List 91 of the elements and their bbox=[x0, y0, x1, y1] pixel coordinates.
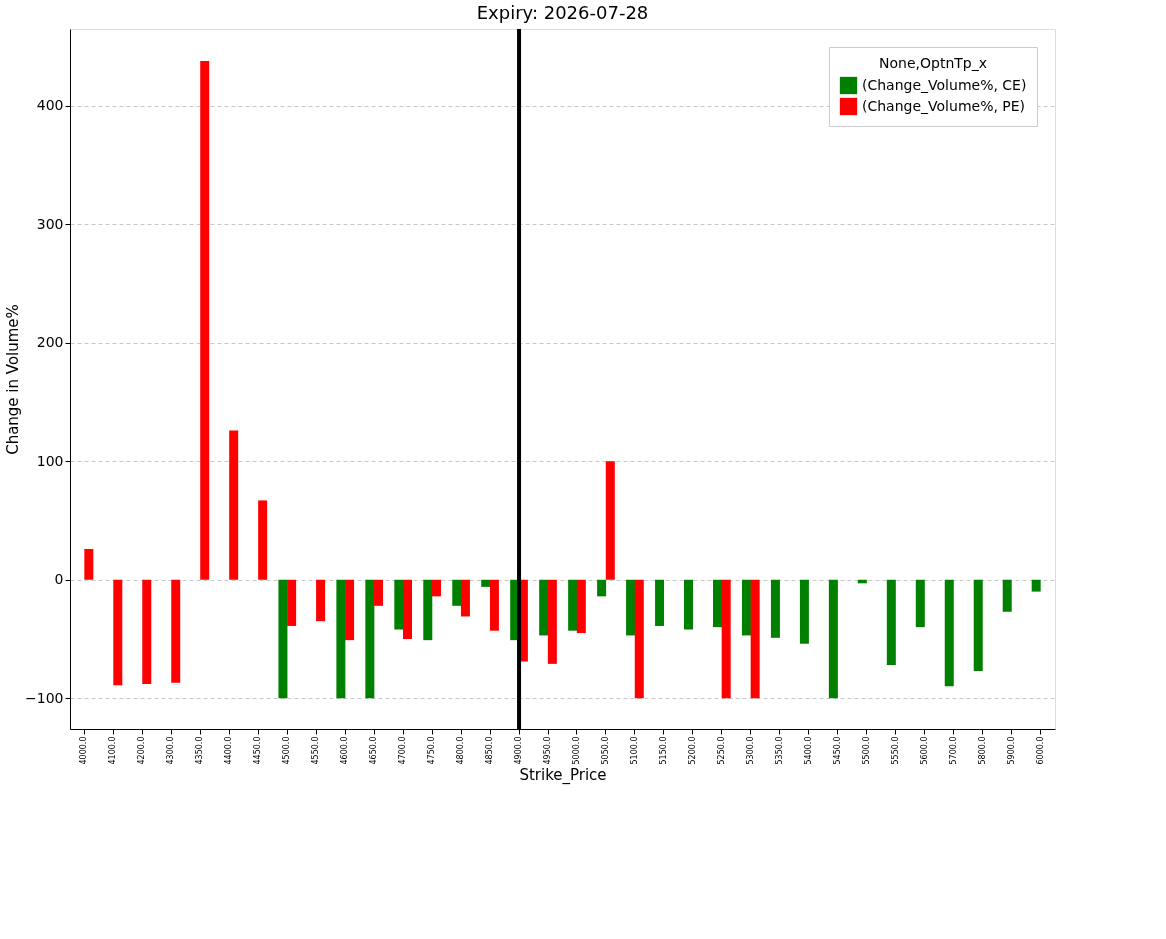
x-tick-label: 6000.0 bbox=[1035, 736, 1045, 765]
y-tick-label: 100 bbox=[36, 452, 64, 469]
bar bbox=[576, 579, 586, 634]
x-tick-label: 5700.0 bbox=[948, 736, 958, 765]
x-tick-label: 5200.0 bbox=[687, 736, 697, 765]
bar bbox=[142, 579, 152, 684]
x-tick-label: 4350.0 bbox=[195, 736, 205, 765]
bar bbox=[539, 579, 549, 636]
x-tick-label: 4650.0 bbox=[369, 736, 379, 765]
bar bbox=[229, 430, 239, 580]
bar bbox=[626, 579, 636, 636]
bar bbox=[431, 579, 441, 597]
bar bbox=[750, 579, 760, 699]
x-tick-label: 4500.0 bbox=[282, 736, 292, 765]
x-tick-label: 4750.0 bbox=[427, 736, 437, 765]
x-tick-label: 4600.0 bbox=[340, 736, 350, 765]
x-tick-label: 5050.0 bbox=[600, 736, 610, 765]
bar bbox=[460, 579, 470, 617]
y-tick-label: 400 bbox=[36, 97, 64, 114]
x-tick-label: 5550.0 bbox=[890, 736, 900, 765]
bar bbox=[712, 579, 722, 628]
bar bbox=[655, 579, 665, 626]
x-tick-label: 4100.0 bbox=[108, 736, 118, 765]
bar bbox=[278, 579, 288, 699]
bar bbox=[721, 579, 731, 699]
bar bbox=[597, 579, 607, 597]
bar bbox=[770, 579, 780, 638]
chart-title: Expiry: 2026-07-28 bbox=[476, 2, 649, 23]
bar bbox=[113, 579, 123, 686]
bar bbox=[973, 579, 983, 671]
x-axis-title: Strike_Price bbox=[519, 766, 607, 786]
bar bbox=[452, 579, 462, 606]
bar bbox=[886, 579, 896, 666]
bar bbox=[741, 579, 751, 636]
x-tick-label: 4550.0 bbox=[311, 736, 321, 765]
legend-label: (Change_Volume%, CE) bbox=[862, 76, 1027, 93]
x-tick-label: 4900.0 bbox=[514, 736, 524, 765]
bar bbox=[915, 579, 925, 628]
x-tick-label: 5100.0 bbox=[629, 736, 639, 765]
bar bbox=[403, 579, 413, 639]
x-tick-label: 5300.0 bbox=[745, 736, 755, 765]
x-tick-label: 5600.0 bbox=[919, 736, 929, 765]
y-tick-label: 300 bbox=[36, 215, 64, 232]
bar bbox=[799, 579, 809, 644]
y-tick-label: 200 bbox=[36, 334, 64, 351]
x-tick-label: 4300.0 bbox=[166, 736, 176, 765]
bar bbox=[336, 579, 346, 699]
bar bbox=[316, 579, 326, 622]
bar bbox=[287, 579, 297, 626]
bar bbox=[568, 579, 578, 631]
x-tick-label: 4400.0 bbox=[224, 736, 234, 765]
x-tick-label: 5900.0 bbox=[1006, 736, 1016, 765]
bar bbox=[634, 579, 644, 699]
bar bbox=[481, 579, 491, 587]
legend-title: None,OptnTp_x bbox=[879, 55, 987, 71]
x-tick-label: 4850.0 bbox=[485, 736, 495, 765]
legend-label: (Change_Volume%, PE) bbox=[862, 97, 1026, 114]
y-axis-title: Change in Volume% bbox=[4, 304, 23, 455]
x-tick-label: 4800.0 bbox=[456, 736, 466, 765]
bar bbox=[394, 579, 404, 630]
bar bbox=[84, 548, 94, 580]
bar bbox=[423, 579, 433, 641]
bar bbox=[684, 579, 694, 630]
x-tick-label: 5000.0 bbox=[571, 736, 581, 765]
bar bbox=[1031, 579, 1041, 592]
x-tick-label: 5250.0 bbox=[716, 736, 726, 765]
x-tick-label: 4000.0 bbox=[79, 736, 89, 765]
bar bbox=[200, 60, 210, 580]
bar bbox=[258, 500, 268, 580]
x-tick-label: 5400.0 bbox=[803, 736, 813, 765]
bar bbox=[489, 579, 499, 631]
bar bbox=[605, 461, 615, 580]
y-tick-label: −100 bbox=[25, 689, 64, 706]
y-tick-label: 0 bbox=[54, 571, 64, 588]
x-tick-label: 5150.0 bbox=[658, 736, 668, 765]
x-tick-label: 5500.0 bbox=[861, 736, 871, 765]
x-tick-label: 5800.0 bbox=[977, 736, 987, 765]
x-tick-label: 4200.0 bbox=[137, 736, 147, 765]
x-tick-label: 5450.0 bbox=[832, 736, 842, 765]
x-tick-label: 5350.0 bbox=[774, 736, 784, 765]
bar bbox=[365, 579, 375, 699]
bar bbox=[374, 579, 384, 606]
bar bbox=[828, 579, 838, 699]
bar bbox=[547, 579, 557, 664]
bar bbox=[345, 579, 355, 641]
bar bbox=[944, 579, 954, 687]
x-tick-label: 4950.0 bbox=[543, 736, 553, 765]
bar bbox=[171, 579, 181, 683]
x-tick-label: 4450.0 bbox=[253, 736, 263, 765]
x-tick-label: 4700.0 bbox=[398, 736, 408, 765]
bar bbox=[1002, 579, 1012, 612]
